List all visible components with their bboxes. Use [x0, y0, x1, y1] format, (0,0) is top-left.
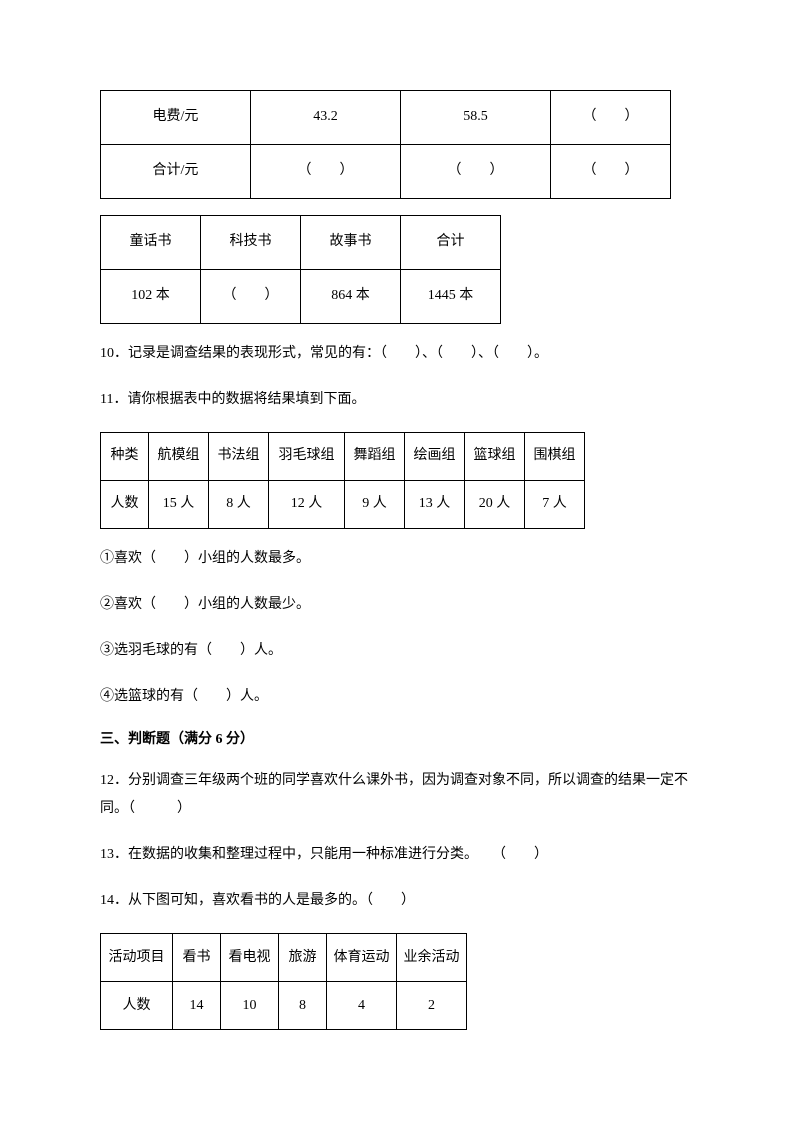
question-11-intro: 11．请你根据表中的数据将结果填到下面。: [100, 386, 693, 414]
groups-value: 13 人: [405, 481, 465, 529]
fees-cell: （ ）: [401, 145, 551, 199]
activities-value: 人数: [101, 982, 173, 1030]
q11-item-4: ④选篮球的有（ ）人。: [100, 683, 693, 711]
fees-row-label: 电费/元: [101, 91, 251, 145]
activities-header: 看电视: [221, 934, 279, 982]
activities-table: 活动项目 看书 看电视 旅游 体育运动 业余活动 人数 14 10 8 4 2: [100, 933, 467, 1030]
activities-header: 业余活动: [397, 934, 467, 982]
question-10: 10．记录是调查结果的表现形式，常见的有：（ ）、（ ）、（ ）。: [100, 340, 693, 368]
question-13: 13．在数据的收集和整理过程中，只能用一种标准进行分类。 （ ）: [100, 841, 693, 869]
section-3-title: 三、判断题（满分 6 分）: [100, 729, 693, 751]
groups-value: 12 人: [269, 481, 345, 529]
fees-table: 电费/元 43.2 58.5 （ ） 合计/元 （ ） （ ） （ ）: [100, 90, 671, 199]
books-header: 科技书: [201, 216, 301, 270]
groups-header: 航模组: [149, 433, 209, 481]
groups-value: 9 人: [345, 481, 405, 529]
activities-header: 体育运动: [327, 934, 397, 982]
groups-header: 羽毛球组: [269, 433, 345, 481]
question-14: 14．从下图可知，喜欢看书的人是最多的。（ ）: [100, 887, 693, 915]
books-value: （ ）: [201, 270, 301, 324]
books-header: 合计: [401, 216, 501, 270]
groups-value: 20 人: [465, 481, 525, 529]
books-value: 102 本: [101, 270, 201, 324]
groups-value: 15 人: [149, 481, 209, 529]
fees-cell: 58.5: [401, 91, 551, 145]
activities-value: 10: [221, 982, 279, 1030]
groups-value: 7 人: [525, 481, 585, 529]
groups-value: 8 人: [209, 481, 269, 529]
activities-header: 看书: [173, 934, 221, 982]
activities-value: 8: [279, 982, 327, 1030]
q11-item-1: ①喜欢（ ）小组的人数最多。: [100, 545, 693, 573]
fees-cell: （ ）: [251, 145, 401, 199]
groups-header: 绘画组: [405, 433, 465, 481]
q11-item-3: ③选羽毛球的有（ ）人。: [100, 637, 693, 665]
fees-cell: 43.2: [251, 91, 401, 145]
activities-value: 2: [397, 982, 467, 1030]
activities-header: 活动项目: [101, 934, 173, 982]
books-value: 864 本: [301, 270, 401, 324]
groups-header: 种类: [101, 433, 149, 481]
books-value: 1445 本: [401, 270, 501, 324]
books-table: 童话书 科技书 故事书 合计 102 本 （ ） 864 本 1445 本: [100, 215, 501, 324]
groups-header: 书法组: [209, 433, 269, 481]
fees-cell: （ ）: [551, 91, 671, 145]
activities-value: 14: [173, 982, 221, 1030]
fees-row-label: 合计/元: [101, 145, 251, 199]
groups-header: 围棋组: [525, 433, 585, 481]
activities-value: 4: [327, 982, 397, 1030]
groups-table: 种类 航模组 书法组 羽毛球组 舞蹈组 绘画组 篮球组 围棋组 人数 15 人 …: [100, 432, 585, 529]
groups-header: 篮球组: [465, 433, 525, 481]
books-header: 故事书: [301, 216, 401, 270]
question-12: 12．分别调查三年级两个班的同学喜欢什么课外书，因为调查对象不同，所以调查的结果…: [100, 767, 693, 823]
groups-header: 舞蹈组: [345, 433, 405, 481]
books-header: 童话书: [101, 216, 201, 270]
activities-header: 旅游: [279, 934, 327, 982]
fees-cell: （ ）: [551, 145, 671, 199]
q11-item-2: ②喜欢（ ）小组的人数最少。: [100, 591, 693, 619]
groups-value: 人数: [101, 481, 149, 529]
